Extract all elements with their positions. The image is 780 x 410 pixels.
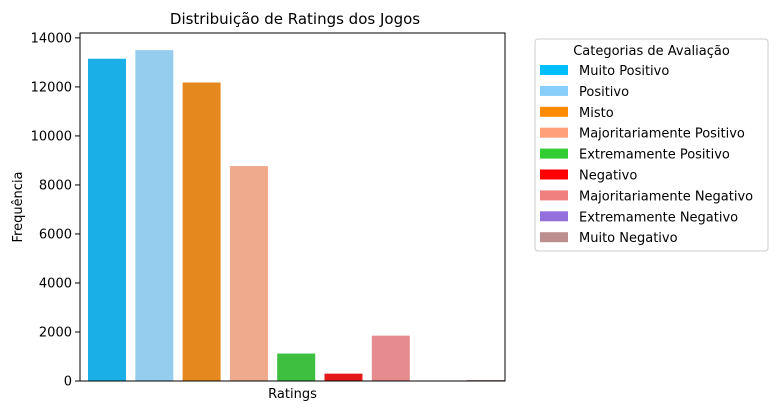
- y-tick-label: 4000: [39, 276, 72, 291]
- bar-positivo: [135, 50, 174, 381]
- x-axis-label: Ratings: [268, 387, 317, 402]
- legend: Categorias de Avaliação Muito Positivo Po…: [534, 38, 769, 252]
- bar-extremamente-positivo: [277, 353, 316, 381]
- legend-swatch: [540, 232, 568, 243]
- y-tick-label: 2000: [39, 325, 72, 340]
- y-tick-label: 14000: [31, 31, 72, 46]
- y-axis: 0 2000 4000 6000 8000 10000 12000 14000: [31, 31, 80, 390]
- legend-entry-label: Majoritariamente Negativo: [579, 189, 753, 204]
- bar-muito-positivo: [88, 58, 126, 382]
- y-tick-label: 10000: [31, 129, 72, 144]
- legend-swatch: [540, 211, 568, 222]
- legend-title: Categorias de Avaliação: [573, 44, 730, 59]
- legend-entry-label: Misto: [579, 106, 614, 121]
- legend-swatch: [540, 169, 568, 180]
- legend-swatch: [540, 85, 568, 96]
- legend-entry-label: Negativo: [579, 169, 637, 184]
- bar-misto: [182, 82, 221, 382]
- bar-negativo: [324, 373, 363, 381]
- legend-swatch: [540, 106, 568, 117]
- y-axis-label: Frequência: [11, 171, 26, 242]
- legend-box: [534, 38, 769, 252]
- legend-swatch: [540, 127, 568, 138]
- legend-entry-label: Majoritariamente Positivo: [579, 127, 745, 142]
- bars-group: [88, 50, 505, 382]
- y-tick-label: 6000: [39, 227, 72, 242]
- y-tick-label: 12000: [31, 80, 72, 95]
- chart-title: Distribuição de Ratings dos Jogos: [170, 10, 420, 28]
- bar-majoritariamente-negativo: [371, 335, 410, 381]
- legend-swatch: [540, 65, 568, 75]
- legend-entry-label: Muito Positivo: [579, 64, 669, 79]
- plot-frame: [79, 32, 506, 382]
- legend-swatch: [540, 148, 568, 159]
- legend-entry-label: Positivo: [579, 85, 629, 100]
- legend-entry-label: Muito Negativo: [579, 231, 678, 246]
- y-tick-label: 0: [64, 375, 72, 390]
- legend-entry-label: Extremamente Negativo: [579, 210, 738, 225]
- bar-majoritariamente-positivo: [229, 166, 268, 381]
- legend-entry-label: Extremamente Positivo: [579, 148, 730, 163]
- y-tick-label: 8000: [39, 178, 72, 193]
- legend-swatch: [540, 190, 568, 201]
